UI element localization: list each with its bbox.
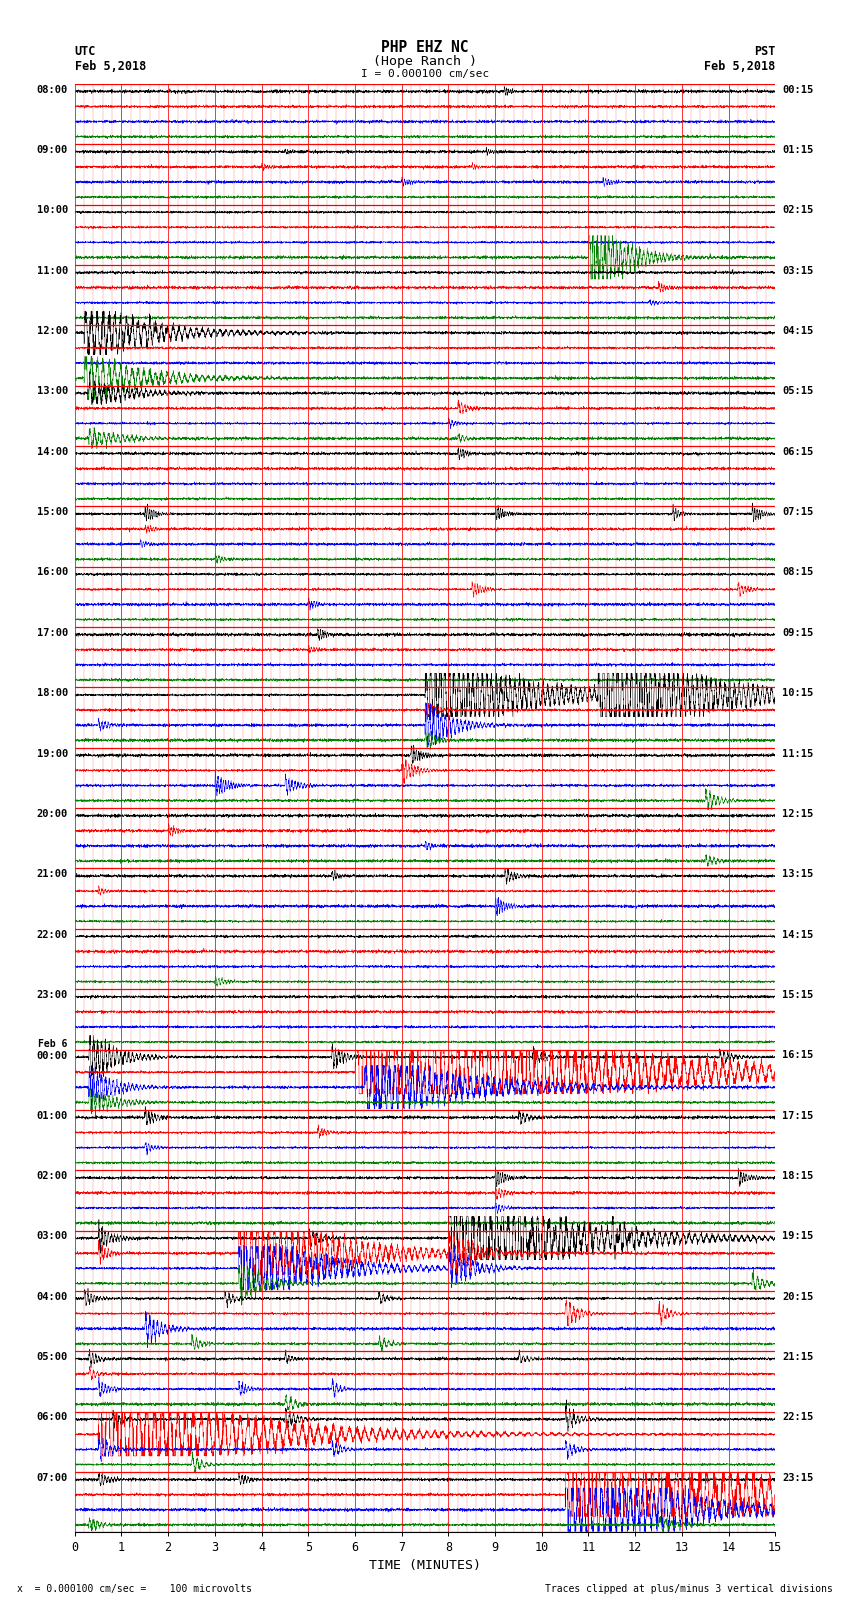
Text: 05:15: 05:15 xyxy=(782,387,813,397)
Text: 05:00: 05:00 xyxy=(37,1352,68,1361)
Text: 14:00: 14:00 xyxy=(37,447,68,456)
Text: 03:00: 03:00 xyxy=(37,1231,68,1242)
Text: 02:00: 02:00 xyxy=(37,1171,68,1181)
Text: x  = 0.000100 cm/sec =    100 microvolts: x = 0.000100 cm/sec = 100 microvolts xyxy=(17,1584,252,1594)
X-axis label: TIME (MINUTES): TIME (MINUTES) xyxy=(369,1558,481,1571)
Text: 18:15: 18:15 xyxy=(782,1171,813,1181)
Text: 11:00: 11:00 xyxy=(37,266,68,276)
Text: PHP EHZ NC: PHP EHZ NC xyxy=(382,40,468,55)
Text: 14:15: 14:15 xyxy=(782,929,813,940)
Text: Traces clipped at plus/minus 3 vertical divisions: Traces clipped at plus/minus 3 vertical … xyxy=(545,1584,833,1594)
Text: 22:00: 22:00 xyxy=(37,929,68,940)
Text: 12:15: 12:15 xyxy=(782,808,813,819)
Text: 07:00: 07:00 xyxy=(37,1473,68,1482)
Text: 06:00: 06:00 xyxy=(37,1413,68,1423)
Text: 07:15: 07:15 xyxy=(782,506,813,518)
Text: 04:00: 04:00 xyxy=(37,1292,68,1302)
Text: 19:15: 19:15 xyxy=(782,1231,813,1242)
Text: 00:00: 00:00 xyxy=(37,1052,68,1061)
Text: 15:00: 15:00 xyxy=(37,506,68,518)
Text: 21:00: 21:00 xyxy=(37,869,68,879)
Text: 18:00: 18:00 xyxy=(37,689,68,698)
Text: 10:15: 10:15 xyxy=(782,689,813,698)
Text: 19:00: 19:00 xyxy=(37,748,68,758)
Text: 20:00: 20:00 xyxy=(37,808,68,819)
Text: 09:15: 09:15 xyxy=(782,627,813,637)
Text: UTC: UTC xyxy=(75,45,96,58)
Text: 06:15: 06:15 xyxy=(782,447,813,456)
Text: 10:00: 10:00 xyxy=(37,205,68,216)
Text: 20:15: 20:15 xyxy=(782,1292,813,1302)
Text: I = 0.000100 cm/sec: I = 0.000100 cm/sec xyxy=(361,69,489,79)
Text: 23:00: 23:00 xyxy=(37,990,68,1000)
Text: 01:00: 01:00 xyxy=(37,1111,68,1121)
Text: 22:15: 22:15 xyxy=(782,1413,813,1423)
Text: 01:15: 01:15 xyxy=(782,145,813,155)
Text: 17:15: 17:15 xyxy=(782,1111,813,1121)
Text: 04:15: 04:15 xyxy=(782,326,813,336)
Text: 23:15: 23:15 xyxy=(782,1473,813,1482)
Text: 00:15: 00:15 xyxy=(782,84,813,95)
Text: (Hope Ranch ): (Hope Ranch ) xyxy=(373,55,477,68)
Text: 03:15: 03:15 xyxy=(782,266,813,276)
Text: Feb 5,2018: Feb 5,2018 xyxy=(704,60,775,73)
Text: 08:15: 08:15 xyxy=(782,568,813,577)
Text: Feb 5,2018: Feb 5,2018 xyxy=(75,60,146,73)
Text: 16:00: 16:00 xyxy=(37,568,68,577)
Text: 21:15: 21:15 xyxy=(782,1352,813,1361)
Text: 15:15: 15:15 xyxy=(782,990,813,1000)
Text: 12:00: 12:00 xyxy=(37,326,68,336)
Text: Feb 6: Feb 6 xyxy=(38,1039,68,1048)
Text: PST: PST xyxy=(754,45,775,58)
Text: 08:00: 08:00 xyxy=(37,84,68,95)
Text: 13:15: 13:15 xyxy=(782,869,813,879)
Text: 09:00: 09:00 xyxy=(37,145,68,155)
Text: 02:15: 02:15 xyxy=(782,205,813,216)
Text: 11:15: 11:15 xyxy=(782,748,813,758)
Text: 16:15: 16:15 xyxy=(782,1050,813,1060)
Text: 13:00: 13:00 xyxy=(37,387,68,397)
Text: 17:00: 17:00 xyxy=(37,627,68,637)
